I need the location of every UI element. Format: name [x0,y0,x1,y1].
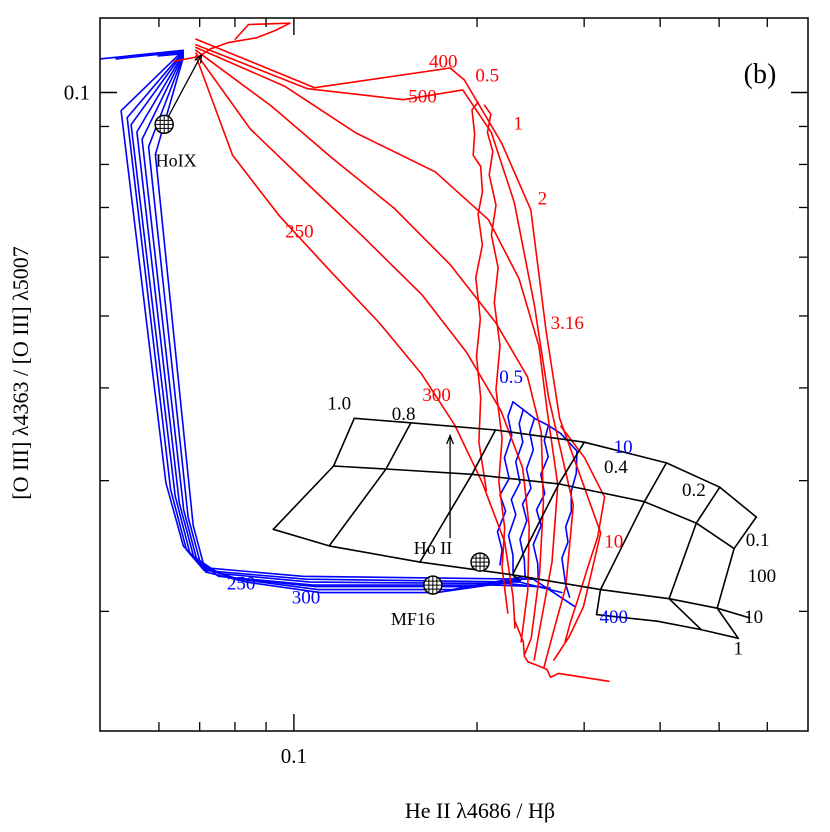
series-black-grid-col-1 [272,417,356,531]
series-blue-envelope [512,401,562,435]
series-blue-track-2 [115,50,563,594]
arrow-head [194,52,203,64]
series-black-grid-col-7 [716,516,758,640]
series-red-lower-tail [513,618,610,683]
series-layer [99,22,758,683]
annotation-10: 10 [744,607,763,628]
series-red-track-b [195,43,575,669]
object-label-ho-ii: Ho II [414,538,453,558]
marker-hoix [154,114,174,135]
object-label-mf16: MF16 [391,609,435,629]
series-blue-track-7 [154,56,522,594]
annotation-250: 250 [285,221,314,242]
annotation-2: 2 [538,188,548,209]
arrow-1 [163,52,203,125]
annotation-1: 1 [513,114,523,135]
annotation-400: 400 [599,607,628,628]
annotation-0-8: 0.8 [392,404,416,425]
series-black-grid-col-5 [595,462,668,623]
arrow-shaft [163,54,203,125]
annotation-300: 300 [422,385,451,406]
y-axis-title: [O III] λ4363 / [O III] λ5007 [8,246,33,499]
series-black-grid-col-3 [419,429,497,563]
series-red-track-d [195,49,545,656]
series-blue-track-1 [99,49,576,608]
annotation-1: 1 [734,638,744,659]
arrow-2 [446,433,455,539]
series-blue-track-5 [141,52,533,588]
series-blue-wiggle-0-5 [496,401,514,566]
annotation-300: 300 [292,587,321,608]
annotation-10: 10 [604,531,623,552]
series-red-track-a [195,38,602,661]
annotation-1-0: 1.0 [327,394,351,415]
annotation-500: 500 [408,87,437,108]
y-tick-label: 0.1 [64,81,90,105]
series-black-grid-col-4 [511,441,586,581]
series-red-wiggle-1 [471,101,488,492]
label-layer: 400 0.5 500 1 2 250 3.16 300 10 0.5 10 250 300 400 1.0… [156,52,776,660]
series-red-loop [173,22,291,63]
marker-mf16 [423,575,443,595]
annotation-0-1: 0.1 [746,530,770,551]
panel-label: (b) [744,59,777,90]
object-label-hoix: HoIX [156,150,197,170]
annotation-0-5: 0.5 [475,66,499,87]
plot-frame [99,17,809,732]
series-blue-wiggle-4 [519,417,536,578]
x-axis-title: He II λ4686 / Hβ [405,798,555,823]
annotation-100: 100 [748,566,777,587]
series-red-right-branch [560,425,606,643]
annotation-10: 10 [614,437,633,458]
series-red-track-f [195,55,516,629]
marker-ho-ii [470,552,490,572]
frame-layer: 0.1 0.1 [64,17,809,768]
annotation-0-5: 0.5 [499,367,523,388]
annotation-0-2: 0.2 [682,480,706,501]
series-red-wiggle-2 [483,104,509,614]
arrow-head [446,433,455,445]
series-red-track-e [195,52,531,643]
series-black-grid-row-3 [272,528,751,619]
annotation-0-4: 0.4 [604,457,628,478]
series-black-grid-col-6 [668,486,721,631]
annotation-3-16: 3.16 [551,313,584,334]
annotation-250: 250 [227,574,256,595]
x-tick-label: 0.1 [281,744,307,768]
annotation-400: 400 [429,52,458,73]
series-red-track-c [195,46,559,661]
series-blue-wiggle-6 [532,424,550,581]
series-black-grid-col-2 [328,421,412,547]
marker-layer [154,52,490,595]
